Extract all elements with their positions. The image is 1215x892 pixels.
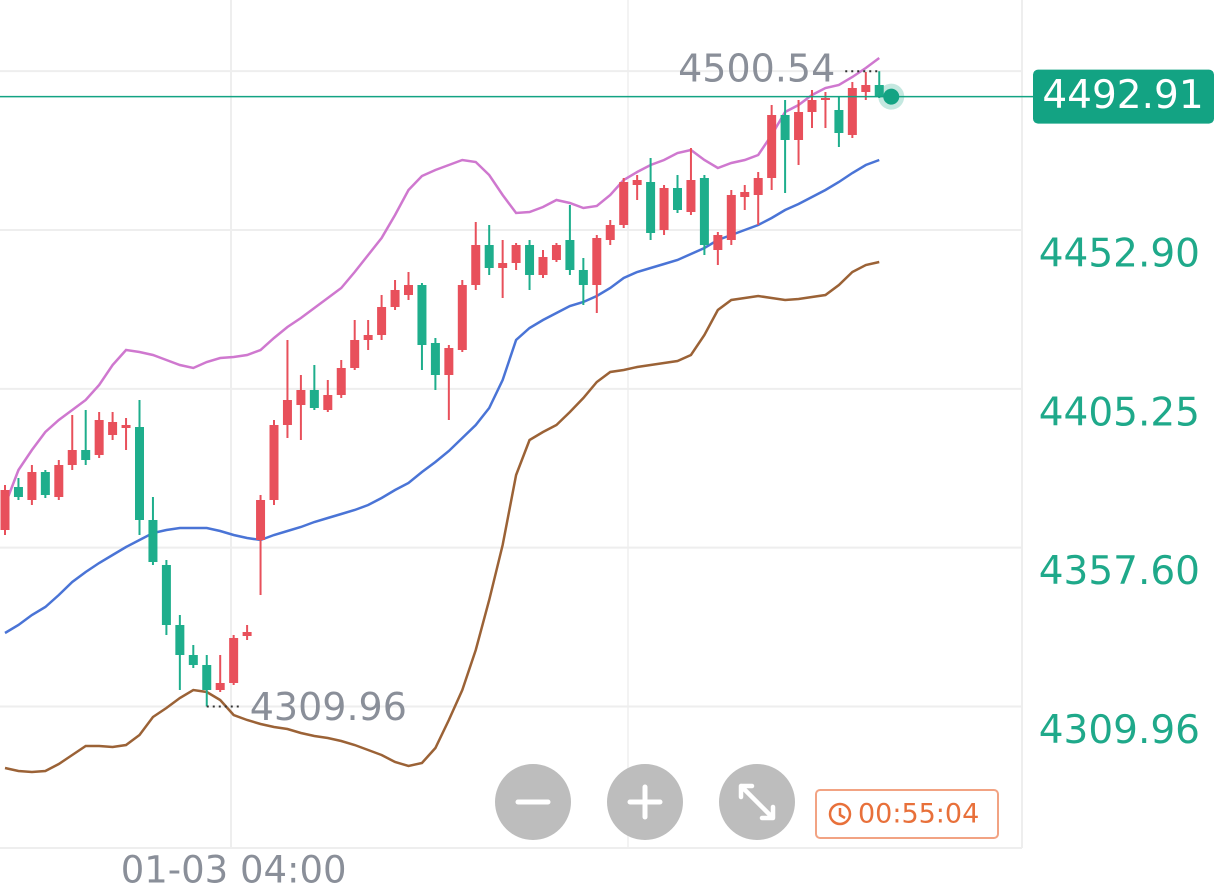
candle-body: [471, 245, 481, 285]
candle-body: [834, 110, 844, 133]
candle-body: [67, 450, 77, 465]
candle-body: [659, 188, 669, 230]
candle-body: [740, 192, 750, 197]
candle-body: [121, 425, 131, 428]
candle-body: [753, 178, 763, 195]
candle-body: [619, 182, 629, 225]
candle-body: [767, 115, 777, 178]
candle-body: [350, 340, 360, 368]
candle-body: [673, 188, 682, 210]
candle-body: [242, 632, 252, 636]
countdown-box: 00:55:04: [815, 789, 999, 839]
min-label: 4309.96: [250, 685, 407, 729]
candle-body: [794, 112, 804, 140]
overlay: 4500.554452.904405.254357.604309.9601-03…: [0, 47, 1214, 892]
candle-body: [726, 195, 736, 240]
zoom-out-button[interactable]: [495, 764, 571, 840]
candle-body: [430, 343, 440, 375]
candle-body: [81, 450, 91, 460]
candles: [0, 71, 884, 707]
candle-body: [632, 180, 642, 185]
candle-body: [229, 638, 239, 683]
candle-body: [484, 245, 494, 268]
candle-body: [323, 395, 333, 410]
candle-body: [820, 98, 830, 100]
candle-body: [780, 115, 790, 140]
last-price-label: 4492.91: [1042, 73, 1203, 118]
last-price-box: [1033, 69, 1214, 124]
candle-body: [538, 257, 548, 275]
fullscreen-button[interactable]: [719, 764, 795, 840]
candle-body: [861, 85, 871, 92]
y-tick-label: 4405.25: [1039, 390, 1200, 435]
candle-body: [686, 180, 696, 212]
candle-body: [699, 178, 709, 245]
candle-body: [309, 390, 319, 408]
candle-body: [847, 88, 857, 135]
candle-body: [551, 245, 561, 260]
candle-body: [135, 427, 144, 520]
y-tick-label: 4309.96: [1039, 708, 1200, 753]
candle-body: [390, 290, 400, 307]
last-price-dot: [883, 88, 900, 105]
candle-body: [498, 263, 508, 268]
band-line: [3, 56, 880, 506]
x-tick-label: 01-03 04:00: [121, 849, 347, 892]
candle-body: [646, 182, 656, 233]
max-label: 4500.54: [678, 47, 835, 91]
candle-body: [605, 225, 615, 240]
candle-body: [511, 245, 521, 263]
candle-body: [457, 285, 467, 350]
grid: [0, 70, 1022, 708]
candle-body: [148, 520, 158, 562]
zoom-in-button[interactable]: [607, 764, 683, 840]
candle-body: [202, 665, 212, 690]
y-tick-label: 4452.90: [1039, 232, 1200, 277]
candle-body: [188, 655, 198, 665]
countdown-text: 00:55:04: [858, 799, 979, 830]
candle-body: [525, 245, 535, 275]
candle-body: [108, 422, 118, 435]
candle-body: [874, 85, 884, 97]
candle-body: [444, 348, 454, 375]
candle-body: [161, 565, 171, 625]
candle-body: [578, 270, 588, 285]
candle-body: [40, 472, 50, 495]
candle-body: [807, 100, 817, 112]
candle-body: [363, 335, 373, 340]
candle-body: [13, 487, 23, 497]
candle-body: [417, 285, 427, 345]
candle-body: [54, 465, 64, 497]
candle-body: [377, 307, 387, 335]
candle-body: [565, 240, 575, 270]
y-tick-label: 4357.60: [1039, 549, 1200, 594]
candle-body: [296, 390, 306, 405]
bands: [3, 56, 880, 774]
candle-body: [94, 420, 104, 455]
candle-body: [256, 500, 266, 540]
candle-body: [215, 683, 225, 690]
candle-body: [269, 425, 279, 500]
band-line: [4, 260, 880, 774]
candle-body: [336, 368, 346, 395]
candle-body: [0, 490, 10, 530]
candle-body: [404, 285, 413, 295]
candle-body: [175, 625, 185, 655]
candle-body: [592, 238, 602, 285]
candle-body: [27, 472, 37, 500]
candle-body: [713, 235, 723, 250]
candle-body: [282, 400, 292, 425]
